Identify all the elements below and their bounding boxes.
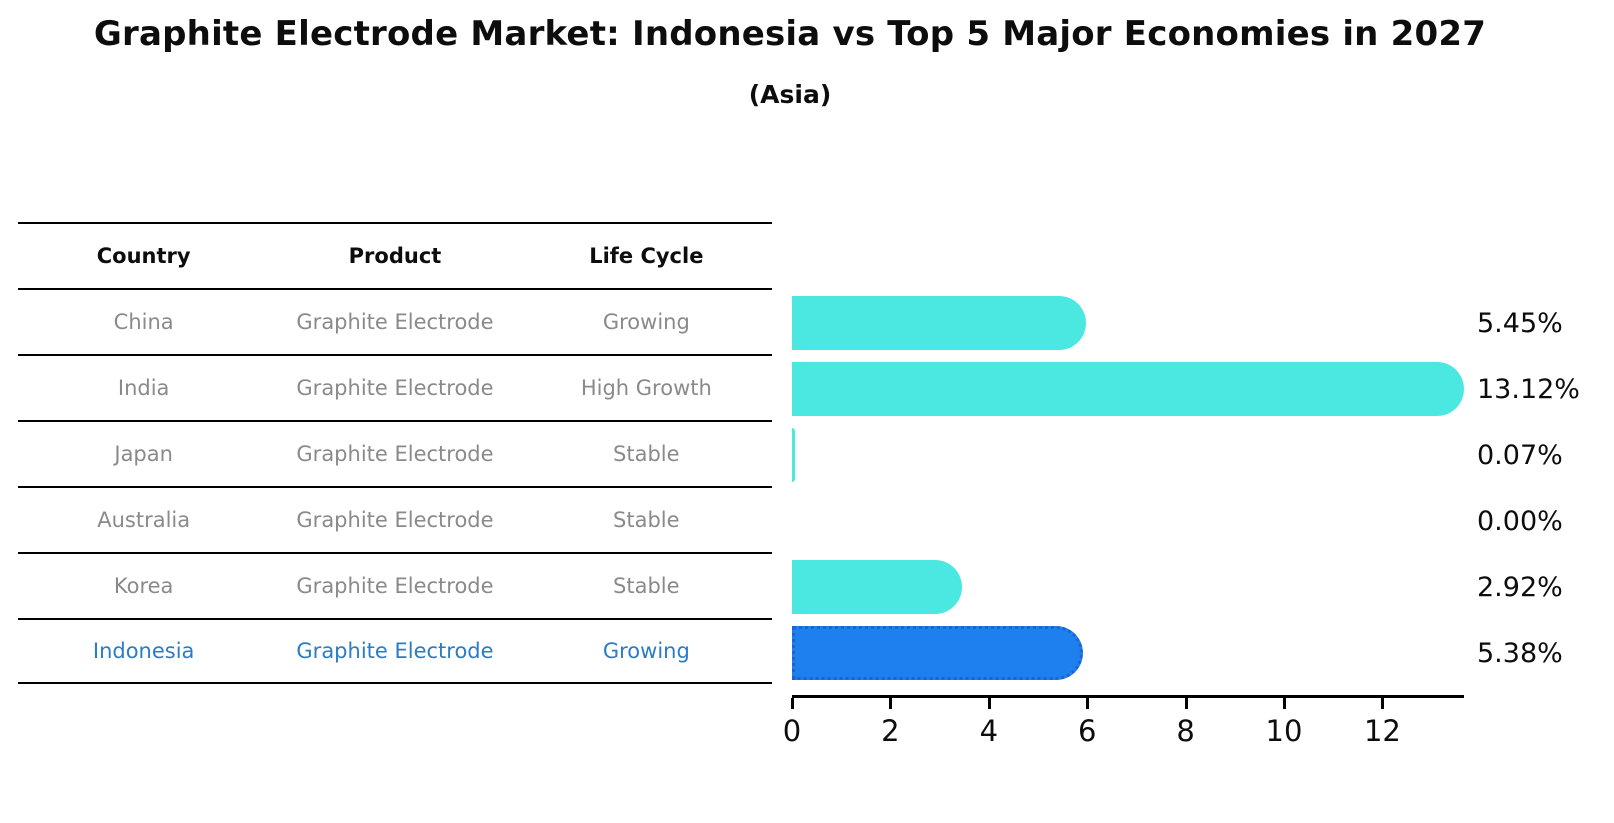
table-row-india: India Graphite Electrode High Growth [18,354,772,420]
product-cell: Graphite Electrode [296,639,494,663]
value-label-china: 5.45% [1477,307,1563,339]
lifecycle-cell: Growing [602,639,690,663]
x-axis-tick-label: 12 [1363,714,1401,748]
product-cell: Graphite Electrode [296,508,494,532]
chart-header: Graphite Electrode Market: Indonesia vs … [0,0,1580,109]
bar-india [792,362,1464,416]
bar-indonesia-highlighted [792,626,1083,680]
product-cell: Graphite Electrode [296,376,494,400]
product-cell: Graphite Electrode [296,574,494,598]
value-label-japan: 0.07% [1477,439,1563,471]
country-cell: Japan [114,442,173,466]
country-table: Country Product Life Cycle China Graphit… [18,222,772,684]
x-axis-tick-label: 4 [979,714,999,748]
product-cell: Graphite Electrode [296,442,494,466]
country-cell: India [117,376,170,400]
country-cell: Korea [113,574,174,598]
value-label-australia: 0.00% [1477,505,1563,537]
table-row-indonesia-highlighted: Indonesia Graphite Electrode Growing [18,618,772,684]
x-axis-tick-label: 8 [1176,714,1195,748]
x-axis-tick [1381,698,1385,709]
x-axis-tick [889,698,893,709]
x-axis-tick [1184,698,1188,709]
x-axis-tick-label: 10 [1265,714,1303,748]
column-header-country: Country [96,244,191,268]
lifecycle-cell: Stable [613,574,680,598]
chart-title: Graphite Electrode Market: Indonesia vs … [93,14,1487,54]
x-axis-tick [1086,698,1090,709]
x-axis-tick-label: 0 [782,714,802,748]
x-axis-tick-label: 6 [1077,714,1097,748]
country-cell: Australia [97,508,191,532]
x-axis-tick [1283,698,1286,709]
x-axis-tick [791,698,794,709]
x-axis-tick [987,698,991,709]
bar-korea [792,560,962,614]
table-row-korea: Korea Graphite Electrode Stable [18,552,772,618]
value-label-indonesia: 5.38% [1477,637,1563,669]
value-label-india: 13.12% [1477,373,1580,405]
column-header-lifecycle: Life Cycle [589,244,704,268]
bar-chart: 5.45% 13.12% 0.07% 0.00% 2.92% 5.38% 0 2… [783,222,1602,802]
x-axis-tick-label: 2 [881,714,900,748]
lifecycle-cell: Stable [613,442,680,466]
column-header-product: Product [348,244,442,268]
value-label-korea: 2.92% [1477,571,1563,603]
lifecycle-cell: High Growth [580,376,712,400]
lifecycle-cell: Stable [613,508,680,532]
table-row-japan: Japan Graphite Electrode Stable [18,420,772,486]
table-row-china: China Graphite Electrode Growing [18,288,772,354]
country-cell: Indonesia [92,639,195,663]
bar-china [792,296,1087,350]
lifecycle-cell: Growing [602,310,690,334]
country-cell: China [113,310,174,334]
table-row-australia: Australia Graphite Electrode Stable [18,486,772,552]
bar-japan [792,428,796,482]
x-axis-line [792,695,1464,698]
product-cell: Graphite Electrode [296,310,494,334]
chart-subtitle: (Asia) [748,80,832,109]
table-header-row: Country Product Life Cycle [18,222,772,288]
